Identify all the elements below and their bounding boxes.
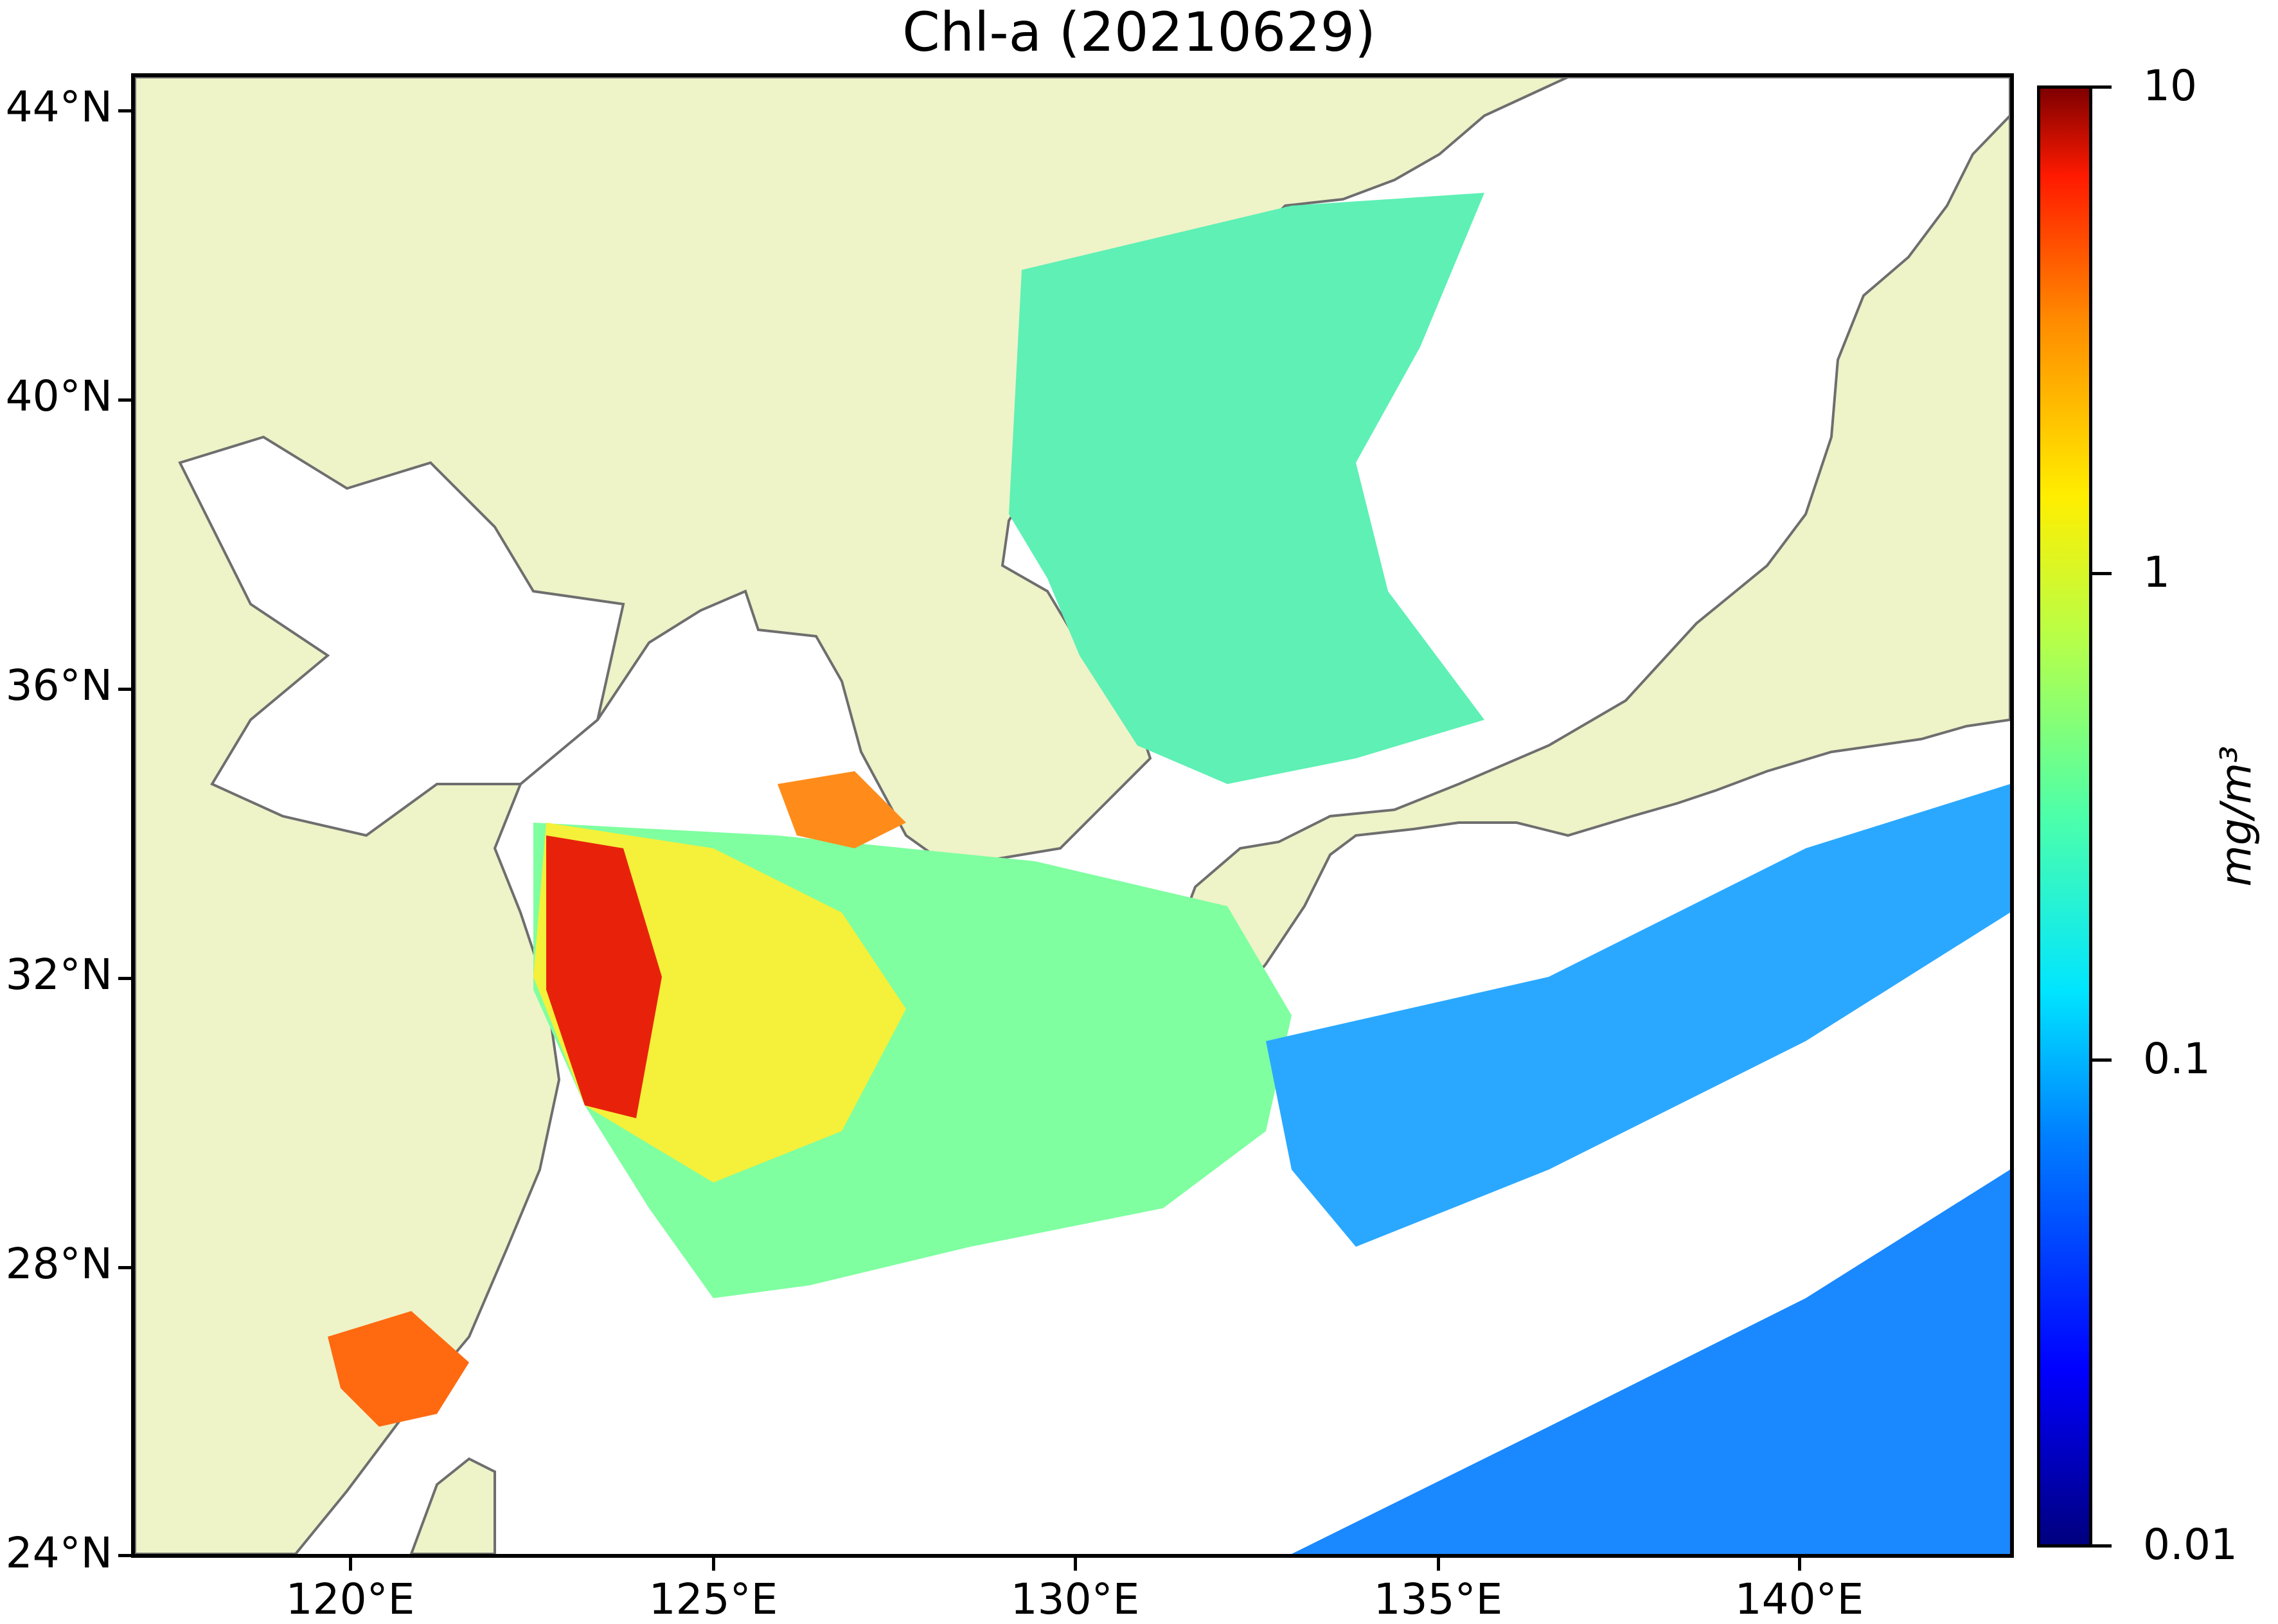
chl-pacific-south bbox=[1266, 784, 2010, 1247]
land-taiwan bbox=[409, 1457, 496, 1554]
colorbar-major-tick bbox=[2092, 1058, 2112, 1062]
chl-fujian-coast bbox=[328, 1311, 469, 1427]
lon-tick bbox=[712, 1558, 715, 1571]
chl-korea-strait bbox=[778, 771, 906, 848]
lat-label-24: 24°N bbox=[5, 1528, 112, 1578]
lat-tick bbox=[118, 977, 131, 980]
lat-tick bbox=[118, 109, 131, 112]
lat-tick bbox=[118, 1266, 131, 1269]
chl-estuary-high bbox=[546, 835, 662, 1118]
colorbar-label-0.01: 0.01 bbox=[2143, 1520, 2238, 1569]
lat-label-32: 32°N bbox=[5, 950, 112, 999]
colorbar-major-tick bbox=[2092, 1544, 2112, 1548]
colorbar-unit: mg/m³ bbox=[2211, 745, 2261, 887]
colorbar-label-10: 10 bbox=[2143, 61, 2197, 111]
lon-label-140: 140°E bbox=[1734, 1575, 1864, 1624]
map-panel[interactable] bbox=[131, 73, 2014, 1558]
chl-pacific-far bbox=[1292, 1170, 2010, 1554]
lat-label-28: 28°N bbox=[5, 1239, 112, 1289]
lon-label-130: 130°E bbox=[1010, 1575, 1140, 1624]
map-title: Chl-a (20210629) bbox=[902, 1, 1376, 64]
lon-tick bbox=[1074, 1558, 1077, 1571]
colorbar-major-tick bbox=[2092, 572, 2112, 575]
lon-label-135: 135°E bbox=[1373, 1575, 1503, 1624]
lon-label-120: 120°E bbox=[285, 1575, 415, 1624]
chl-sea-of-japan bbox=[1009, 193, 1484, 784]
lon-tick bbox=[1798, 1558, 1801, 1571]
lat-label-40: 40°N bbox=[5, 371, 112, 421]
cloud-yellow-sea bbox=[178, 435, 625, 837]
lon-label-125: 125°E bbox=[648, 1575, 778, 1624]
lat-tick bbox=[118, 688, 131, 691]
chlorophyll-map bbox=[135, 77, 2010, 1554]
lon-tick bbox=[1437, 1558, 1440, 1571]
colorbar-major-tick bbox=[2092, 85, 2112, 89]
colorbar bbox=[2037, 85, 2092, 1548]
lat-tick bbox=[118, 398, 131, 402]
colorbar-label-1: 1 bbox=[2143, 548, 2170, 597]
colorbar-label-0.1: 0.1 bbox=[2143, 1034, 2211, 1084]
lat-label-36: 36°N bbox=[5, 661, 112, 710]
lon-tick bbox=[349, 1558, 352, 1571]
lat-tick bbox=[118, 1554, 131, 1557]
lat-label-44: 44°N bbox=[5, 82, 112, 132]
